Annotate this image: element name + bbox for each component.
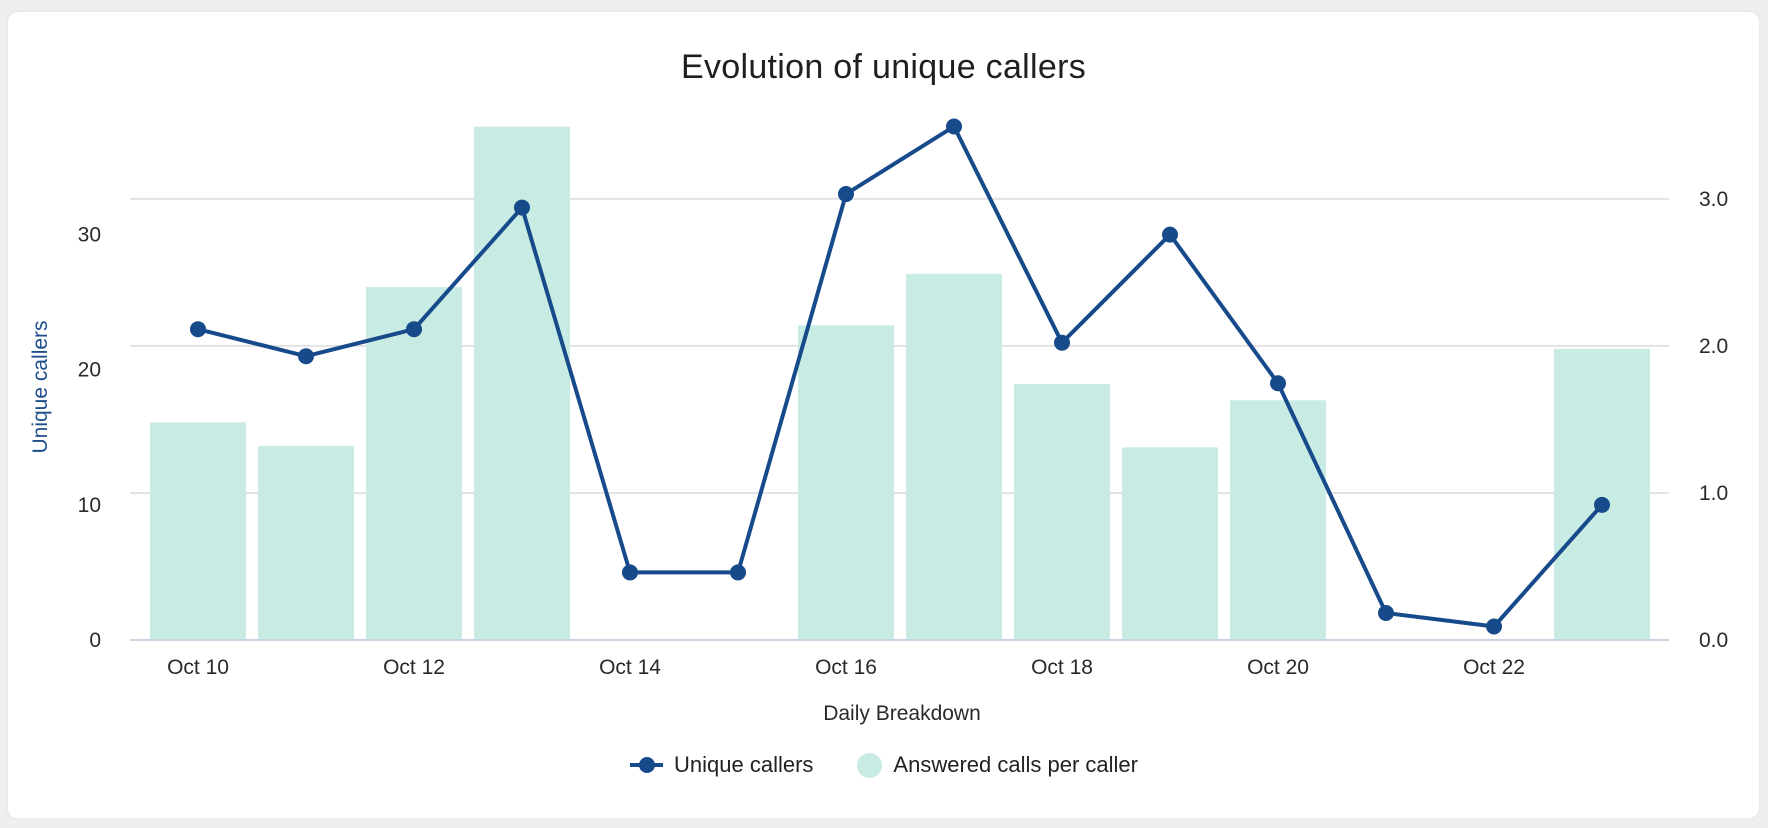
bar[interactable] xyxy=(1554,348,1650,640)
y-right-tick-label: 3.0 xyxy=(1699,188,1728,211)
bar[interactable] xyxy=(1230,400,1326,640)
x-tick-label: Oct 22 xyxy=(1463,656,1525,679)
legend-item-unique-callers[interactable]: Unique callers xyxy=(630,752,813,778)
y-right-tick-label: 1.0 xyxy=(1699,482,1728,505)
bar[interactable] xyxy=(1122,447,1218,640)
line-marker-icon xyxy=(630,757,664,773)
y-axis-left-ticks: 0 10 20 30 xyxy=(78,224,101,652)
x-axis-title: Daily Breakdown xyxy=(823,702,981,725)
y-right-tick-label: 0.0 xyxy=(1699,629,1728,652)
y-right-tick-label: 2.0 xyxy=(1699,335,1728,358)
data-point-marker[interactable] xyxy=(406,321,422,338)
bar[interactable] xyxy=(798,325,894,640)
bar[interactable] xyxy=(366,287,462,640)
data-point-marker[interactable] xyxy=(1054,334,1070,351)
x-tick-label: Oct 10 xyxy=(167,656,229,679)
data-point-marker[interactable] xyxy=(298,348,314,365)
x-tick-label: Oct 16 xyxy=(815,656,877,679)
x-tick-label: Oct 14 xyxy=(599,656,661,679)
data-point-marker[interactable] xyxy=(1378,604,1394,621)
y-left-tick-label: 0 xyxy=(89,629,101,652)
line-series-unique-callers xyxy=(190,118,1610,635)
legend: Unique callers Answered calls per caller xyxy=(0,749,1768,781)
data-point-marker[interactable] xyxy=(1270,375,1286,392)
gridlines xyxy=(130,197,1669,494)
bar-series-answered-calls-per-caller xyxy=(150,126,1650,640)
y-left-tick-label: 20 xyxy=(78,359,101,382)
data-point-marker[interactable] xyxy=(946,118,962,135)
circle-swatch-icon xyxy=(857,752,883,778)
data-point-marker[interactable] xyxy=(730,564,746,581)
data-point-marker[interactable] xyxy=(1486,618,1502,635)
data-point-marker[interactable] xyxy=(1594,496,1610,513)
line-path xyxy=(197,124,1604,629)
data-point-marker[interactable] xyxy=(190,321,206,338)
data-point-marker[interactable] xyxy=(514,199,530,216)
x-tick-label: Oct 20 xyxy=(1247,656,1309,679)
x-tick-label: Oct 18 xyxy=(1031,656,1093,679)
y-left-tick-label: 30 xyxy=(78,224,101,247)
bar[interactable] xyxy=(150,422,246,640)
data-point-marker[interactable] xyxy=(622,564,638,581)
legend-label: Unique callers xyxy=(674,752,814,777)
bar[interactable] xyxy=(1014,384,1110,640)
chart-title: Evolution of unique callers xyxy=(680,48,1086,86)
legend-label: Answered calls per caller xyxy=(893,752,1138,777)
bar[interactable] xyxy=(906,273,1002,640)
y-axis-left-title: Unique callers xyxy=(29,320,52,453)
x-axis-ticks: Oct 10 Oct 12 Oct 14 Oct 16 Oct 18 Oct 20 Oct … xyxy=(167,656,1525,679)
bar[interactable] xyxy=(258,445,354,640)
y-axis-right-ticks: 0.0 1.0 2.0 3.0 xyxy=(1699,188,1728,652)
y-left-tick-label: 10 xyxy=(78,494,101,517)
x-tick-label: Oct 12 xyxy=(383,656,445,679)
legend-item-answered-calls-per-caller[interactable]: Answered calls per caller xyxy=(857,752,1138,778)
data-point-marker[interactable] xyxy=(1162,226,1178,243)
data-point-marker[interactable] xyxy=(838,186,854,203)
